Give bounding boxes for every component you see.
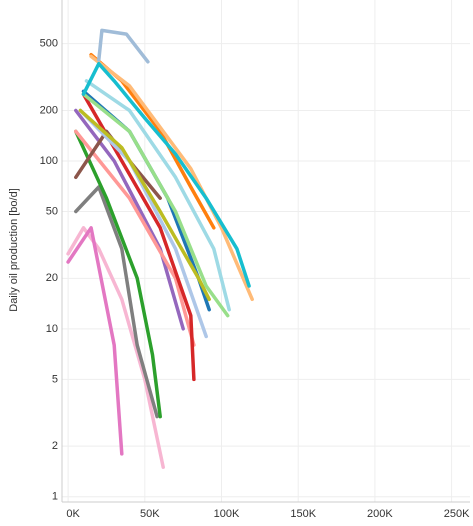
x-tick-label: 50K bbox=[140, 508, 160, 520]
x-tick-label: 100K bbox=[214, 508, 240, 520]
x-tick-label: 200K bbox=[367, 508, 393, 520]
y-axis-label: Daily oil production [bo/d] bbox=[8, 188, 20, 312]
series-line bbox=[89, 54, 254, 302]
series-line bbox=[74, 129, 196, 347]
series-line bbox=[81, 61, 251, 288]
x-tick-label: 0K bbox=[66, 508, 80, 520]
y-tick-label: 50 bbox=[46, 205, 58, 217]
series-line bbox=[66, 226, 165, 469]
x-tick-label: 150K bbox=[290, 508, 316, 520]
y-tick-label: 10 bbox=[46, 323, 58, 335]
series-line bbox=[81, 92, 230, 318]
y-tick-label: 500 bbox=[40, 38, 58, 50]
series-line bbox=[74, 129, 162, 419]
y-tick-label: 2 bbox=[52, 440, 58, 452]
series-line bbox=[74, 185, 159, 419]
series-line bbox=[74, 108, 185, 331]
series-line bbox=[97, 28, 150, 64]
series-line bbox=[66, 226, 124, 456]
y-tick-label: 5 bbox=[52, 373, 58, 385]
y-tick-label: 100 bbox=[40, 155, 58, 167]
y-tick-label: 200 bbox=[40, 104, 58, 116]
series-line bbox=[84, 79, 231, 312]
y-tick-label: 20 bbox=[46, 272, 58, 284]
series-line bbox=[78, 108, 211, 302]
series-line bbox=[78, 108, 208, 339]
y-tick-label: 1 bbox=[52, 491, 58, 503]
x-tick-label: 250K bbox=[444, 508, 470, 520]
series-line bbox=[81, 92, 196, 382]
